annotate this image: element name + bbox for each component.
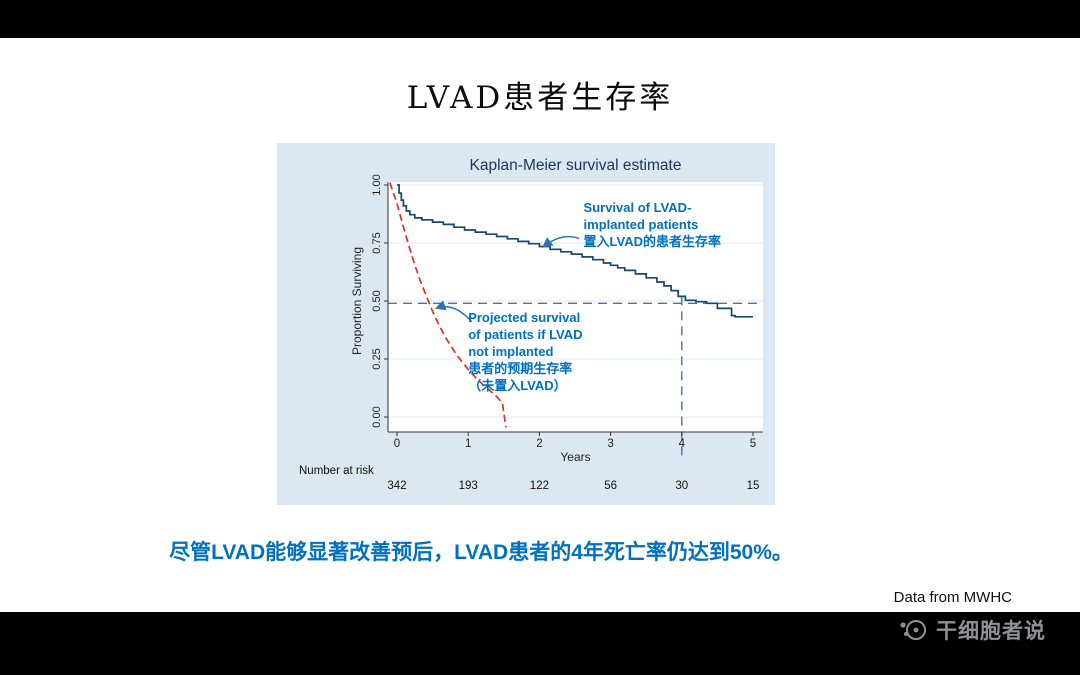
annotation-line: implanted patients [583, 216, 699, 232]
conclusion-text: 尽管LVAD能够显著改善预后，LVAD患者的4年死亡率仍达到50%。 [169, 541, 793, 564]
y-axis-label: Proportion Surviving [350, 247, 364, 355]
annotation-projected-no-lvad: Projected survival of patients if LVAD not… [468, 309, 582, 394]
letterbox-bottom [0, 612, 1080, 675]
watermark: 干细胞者说 [897, 615, 1046, 645]
annotation-survival-lvad: Survival of LVAD-implanted patients 置入LVA… [584, 199, 721, 250]
number-at-risk-value: 342 [387, 480, 406, 492]
x-tick-label: 5 [750, 438, 756, 450]
x-tick-label: 1 [465, 438, 471, 450]
number-at-risk-value: 15 [747, 480, 760, 492]
annotation-arrow [542, 235, 580, 248]
chart-title: Kaplan-Meier survival estimate [470, 157, 682, 174]
annotation-line: of patients if LVAD [468, 327, 583, 343]
data-source-note: Data from MWHC [893, 589, 1012, 606]
annotation-line: Projected survival [468, 310, 581, 326]
stem-cell-logo-icon [897, 617, 929, 643]
annotation-arrow [434, 300, 473, 323]
number-at-risk-value: 193 [459, 480, 478, 492]
number-at-risk-value: 30 [675, 480, 688, 492]
letterbox-top [0, 0, 1080, 38]
annotation-line: not implanted [468, 344, 554, 360]
x-tick-label: 2 [536, 438, 542, 450]
number-at-risk-label: Number at risk [299, 465, 374, 477]
y-tick-label: 0.75 [371, 232, 383, 253]
annotation-line: （未置入LVAD） [468, 378, 567, 394]
y-tick-label: 0.00 [371, 406, 383, 427]
number-at-risk-value: 56 [604, 480, 617, 492]
annotation-line: Survival of LVAD- [583, 199, 692, 215]
x-tick-label: 3 [607, 438, 613, 450]
projected-survival-curve [389, 182, 507, 428]
watermark-text: 干细胞者说 [936, 620, 1046, 643]
y-tick-label: 1.00 [371, 174, 383, 195]
survival-chart-svg: 0.00 0.25 0.50 0.75 1.00 0 1 2 3 4 5 Years Proportio… [299, 157, 763, 492]
y-tick-label: 0.50 [371, 290, 383, 311]
km-survival-curve [397, 184, 753, 318]
km-chart-panel: 0.00 0.25 0.50 0.75 1.00 0 1 2 3 4 5 Years Proportio… [277, 143, 775, 505]
x-axis-label: Years [560, 450, 590, 464]
annotation-line: 患者的预期生存率 [468, 361, 573, 377]
slide-title: LVAD患者生存率 [406, 80, 674, 116]
number-at-risk-value: 122 [530, 480, 549, 492]
x-tick-label: 4 [679, 438, 686, 450]
annotation-line: 置入LVAD的患者生存率 [583, 233, 721, 249]
x-tick-label: 0 [394, 438, 400, 450]
y-tick-label: 0.25 [371, 348, 383, 369]
